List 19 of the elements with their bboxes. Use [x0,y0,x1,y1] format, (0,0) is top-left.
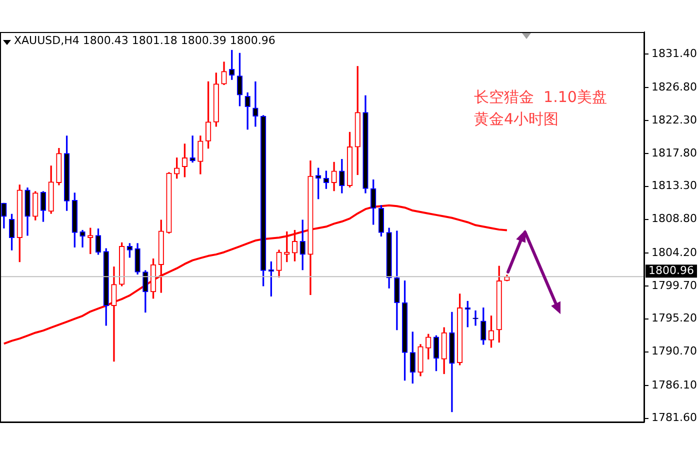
annotation: 长空猎金 1.10美盘 [474,87,607,108]
y-tick-label: 1786.10 [652,378,698,392]
candlestick [252,81,258,127]
candlestick [472,310,478,326]
y-tick-label: 1826.80 [652,80,698,94]
y-tick-label: 1795.20 [652,312,698,325]
y-tick-label: 1781.60 [652,411,698,424]
y-tick-label: 1790.70 [652,344,698,358]
chart-title: XAUUSD,H4 1800.43 1801.18 1800.39 1800.96 [14,34,276,47]
y-tick-label: 1817.80 [652,146,698,160]
y-tick-label: 1813.30 [652,179,698,192]
y-tick-label: 1799.70 [652,278,698,292]
ref-line-label: 1800.96 [648,264,694,278]
y-tick-label: 1822.30 [652,113,698,126]
y-tick-label: 1808.80 [652,212,698,226]
annotation: 黄金4小时图 [474,109,560,130]
y-tick-label: 1831.40 [652,46,698,60]
y-tick-label: 1804.20 [652,246,698,259]
candlestick [190,136,196,163]
